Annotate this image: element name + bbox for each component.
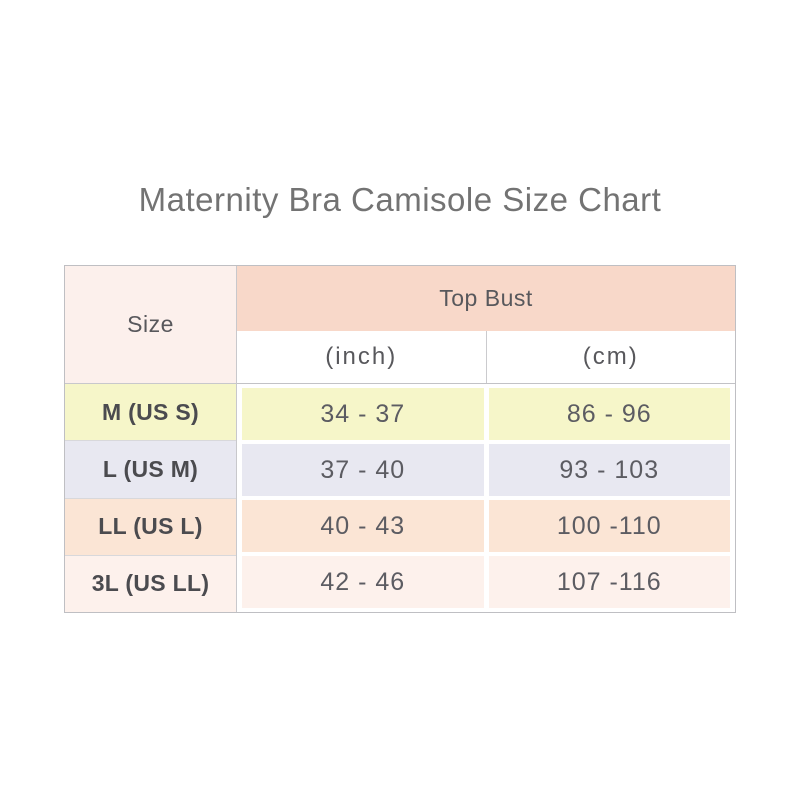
size-chart-table: Size M (US S) L (US M) LL (US L) 3L (US … xyxy=(64,265,736,613)
measurement-grid: 34 - 37 86 - 96 37 - 40 93 - 103 40 - 43… xyxy=(237,384,735,612)
size-label-cell: 3L (US LL) xyxy=(65,555,236,612)
inch-value-cell: 42 - 46 xyxy=(242,556,484,608)
cm-value-cell: 107 -116 xyxy=(488,556,730,608)
inch-header-cell: (inch) xyxy=(237,331,487,383)
unit-header-row: (inch) (cm) xyxy=(237,331,735,384)
cm-header-cell: (cm) xyxy=(582,343,639,370)
size-header-cell: Size xyxy=(65,266,236,384)
inch-value-cell: 37 - 40 xyxy=(242,444,484,496)
inch-value-cell: 40 - 43 xyxy=(242,500,484,552)
size-label-cell: L (US M) xyxy=(65,441,236,499)
measurement-columns: Top Bust (inch) (cm) 34 - 37 86 - 96 37 … xyxy=(237,266,735,612)
cm-value-cell: 100 -110 xyxy=(488,500,730,552)
page-title: Maternity Bra Camisole Size Chart xyxy=(138,181,662,218)
cm-value-cell: 86 - 96 xyxy=(488,388,730,440)
size-label-cell: M (US S) xyxy=(65,384,236,442)
size-label-cell: LL (US L) xyxy=(65,498,236,556)
cm-value-cell: 93 - 103 xyxy=(488,444,730,496)
inch-value-cell: 34 - 37 xyxy=(242,388,484,440)
size-column: Size M (US S) L (US M) LL (US L) 3L (US … xyxy=(65,266,237,612)
top-bust-header-cell: Top Bust xyxy=(237,266,735,331)
